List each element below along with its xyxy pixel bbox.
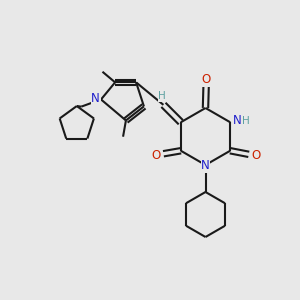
Text: H: H [242,116,250,126]
Text: H: H [158,92,166,101]
Text: O: O [252,149,261,162]
Text: O: O [202,73,211,86]
Text: N: N [232,114,241,127]
Text: N: N [91,92,100,105]
Text: O: O [151,149,160,162]
Text: N: N [201,159,210,172]
